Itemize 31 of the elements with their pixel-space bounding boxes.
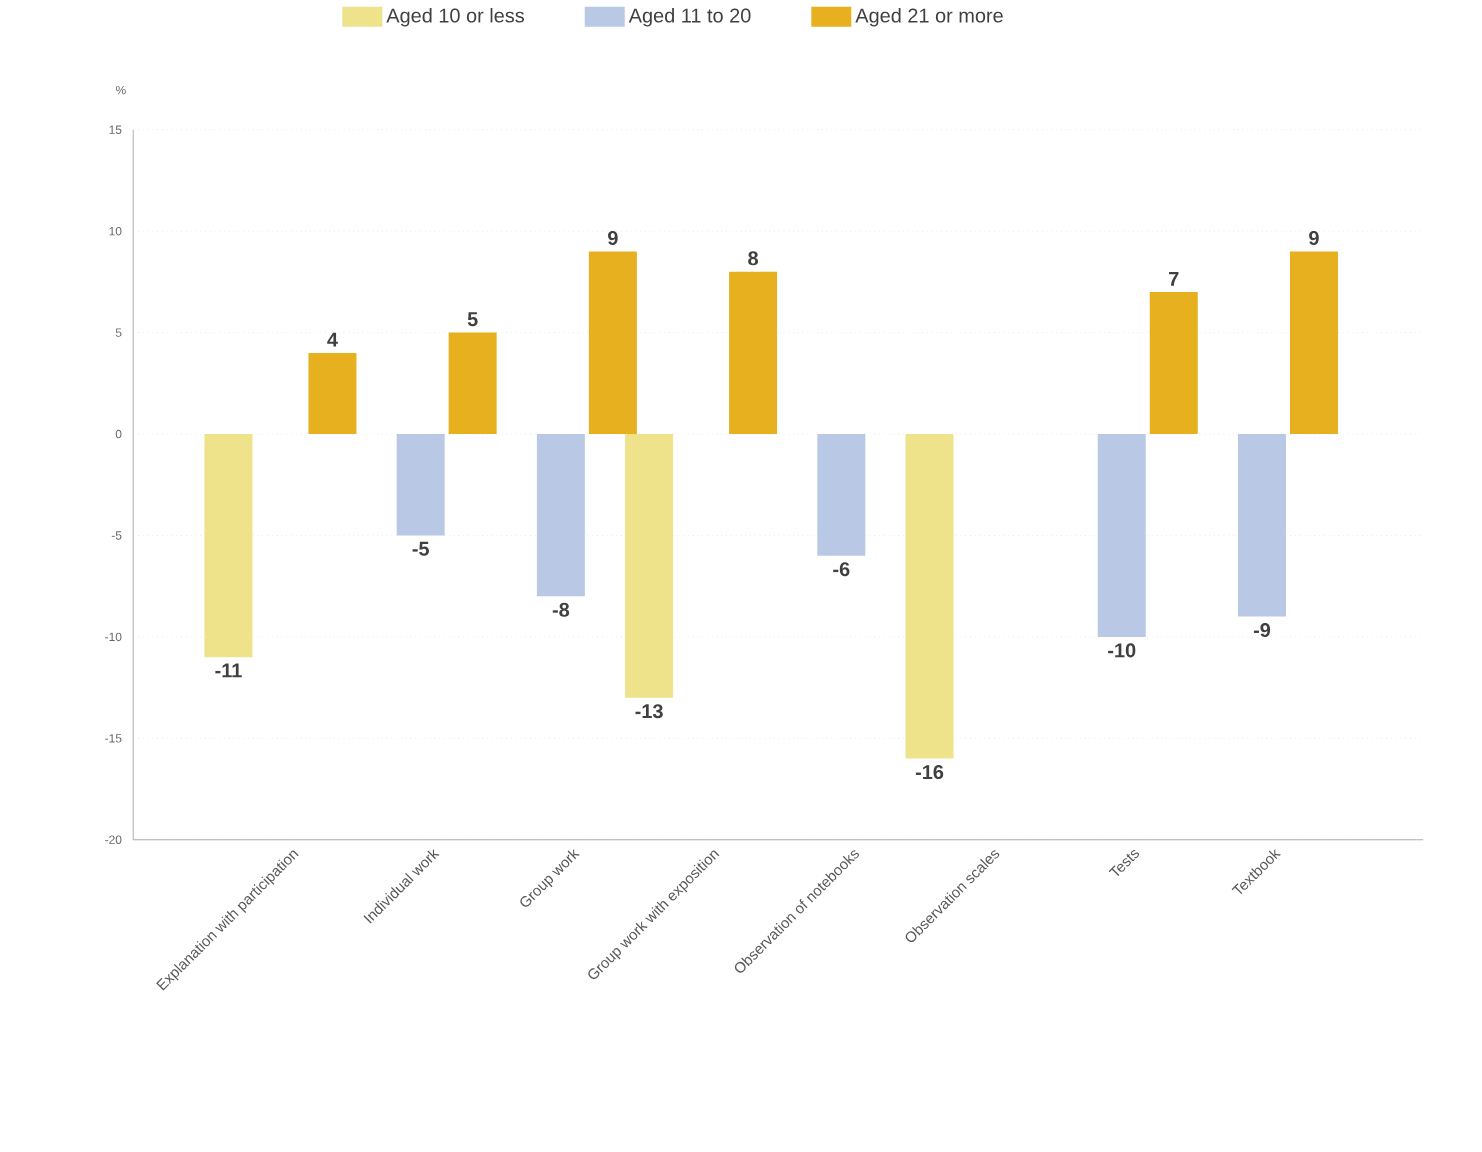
bar: [625, 433, 674, 698]
legend-label: Aged 10 or less: [386, 7, 524, 27]
data-label: -13: [635, 704, 663, 719]
bar: [448, 332, 497, 434]
data-label: -10: [1108, 643, 1136, 658]
data-label: -8: [552, 602, 570, 617]
bar: [729, 271, 778, 434]
data-label: -16: [915, 764, 944, 780]
data-label: 9: [608, 230, 618, 245]
legend-label: Aged 11 to 20: [628, 7, 751, 27]
bar: [905, 433, 954, 759]
bar: [817, 433, 866, 556]
bar: [396, 433, 445, 536]
bar: [588, 251, 637, 434]
bar: [1289, 251, 1338, 434]
data-label: 8: [748, 251, 759, 266]
bar: [1149, 291, 1198, 434]
bar: [204, 433, 253, 658]
legend-label: Aged 21 or more: [855, 7, 1003, 27]
data-label: -5: [412, 541, 429, 556]
bar: [1097, 433, 1146, 637]
data-label: 7: [1169, 271, 1179, 286]
bar: [308, 352, 357, 434]
data-label: 4: [327, 332, 338, 347]
data-label: -9: [1253, 622, 1271, 638]
data-label: -11: [215, 663, 242, 678]
data-label: 5: [467, 312, 478, 327]
data-label: 9: [1309, 230, 1319, 245]
bar: [1237, 433, 1286, 617]
data-label: -6: [833, 562, 850, 577]
bar: [536, 433, 585, 597]
